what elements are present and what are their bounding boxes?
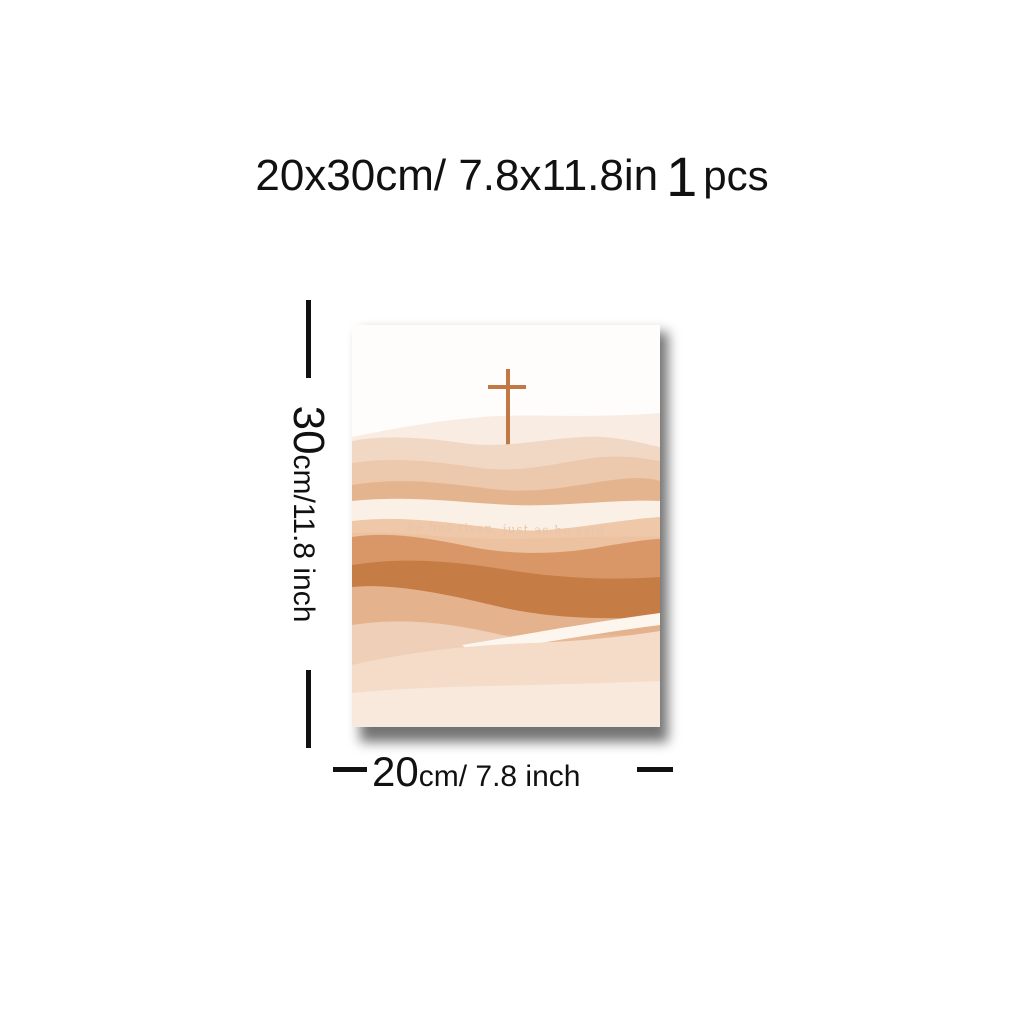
width-line-left — [333, 767, 367, 772]
size-headline: 20x30cm/ 7.8x11.8in 1 pcs — [0, 138, 1024, 208]
width-line-right — [637, 767, 673, 772]
watercolor-hills — [352, 325, 660, 727]
height-line-top — [306, 300, 311, 378]
width-label: 20cm/ 7.8 inch — [372, 748, 580, 796]
width-unit: cm/ 7.8 inch — [418, 760, 581, 793]
poster-artwork: he has risen, just as he said — [352, 325, 660, 727]
size-text: 20x30cm/ 7.8x11.8in — [255, 151, 659, 200]
height-value: 30 — [284, 405, 333, 455]
height-unit: cm/11.8 inch — [287, 454, 320, 623]
height-label: 30cm/11.8 inch — [283, 406, 333, 623]
quantity-number: 1 — [666, 145, 698, 208]
cross-icon — [488, 369, 526, 449]
quantity-unit: pcs — [703, 152, 769, 199]
width-value: 20 — [372, 748, 419, 795]
height-line-bottom — [306, 670, 311, 748]
